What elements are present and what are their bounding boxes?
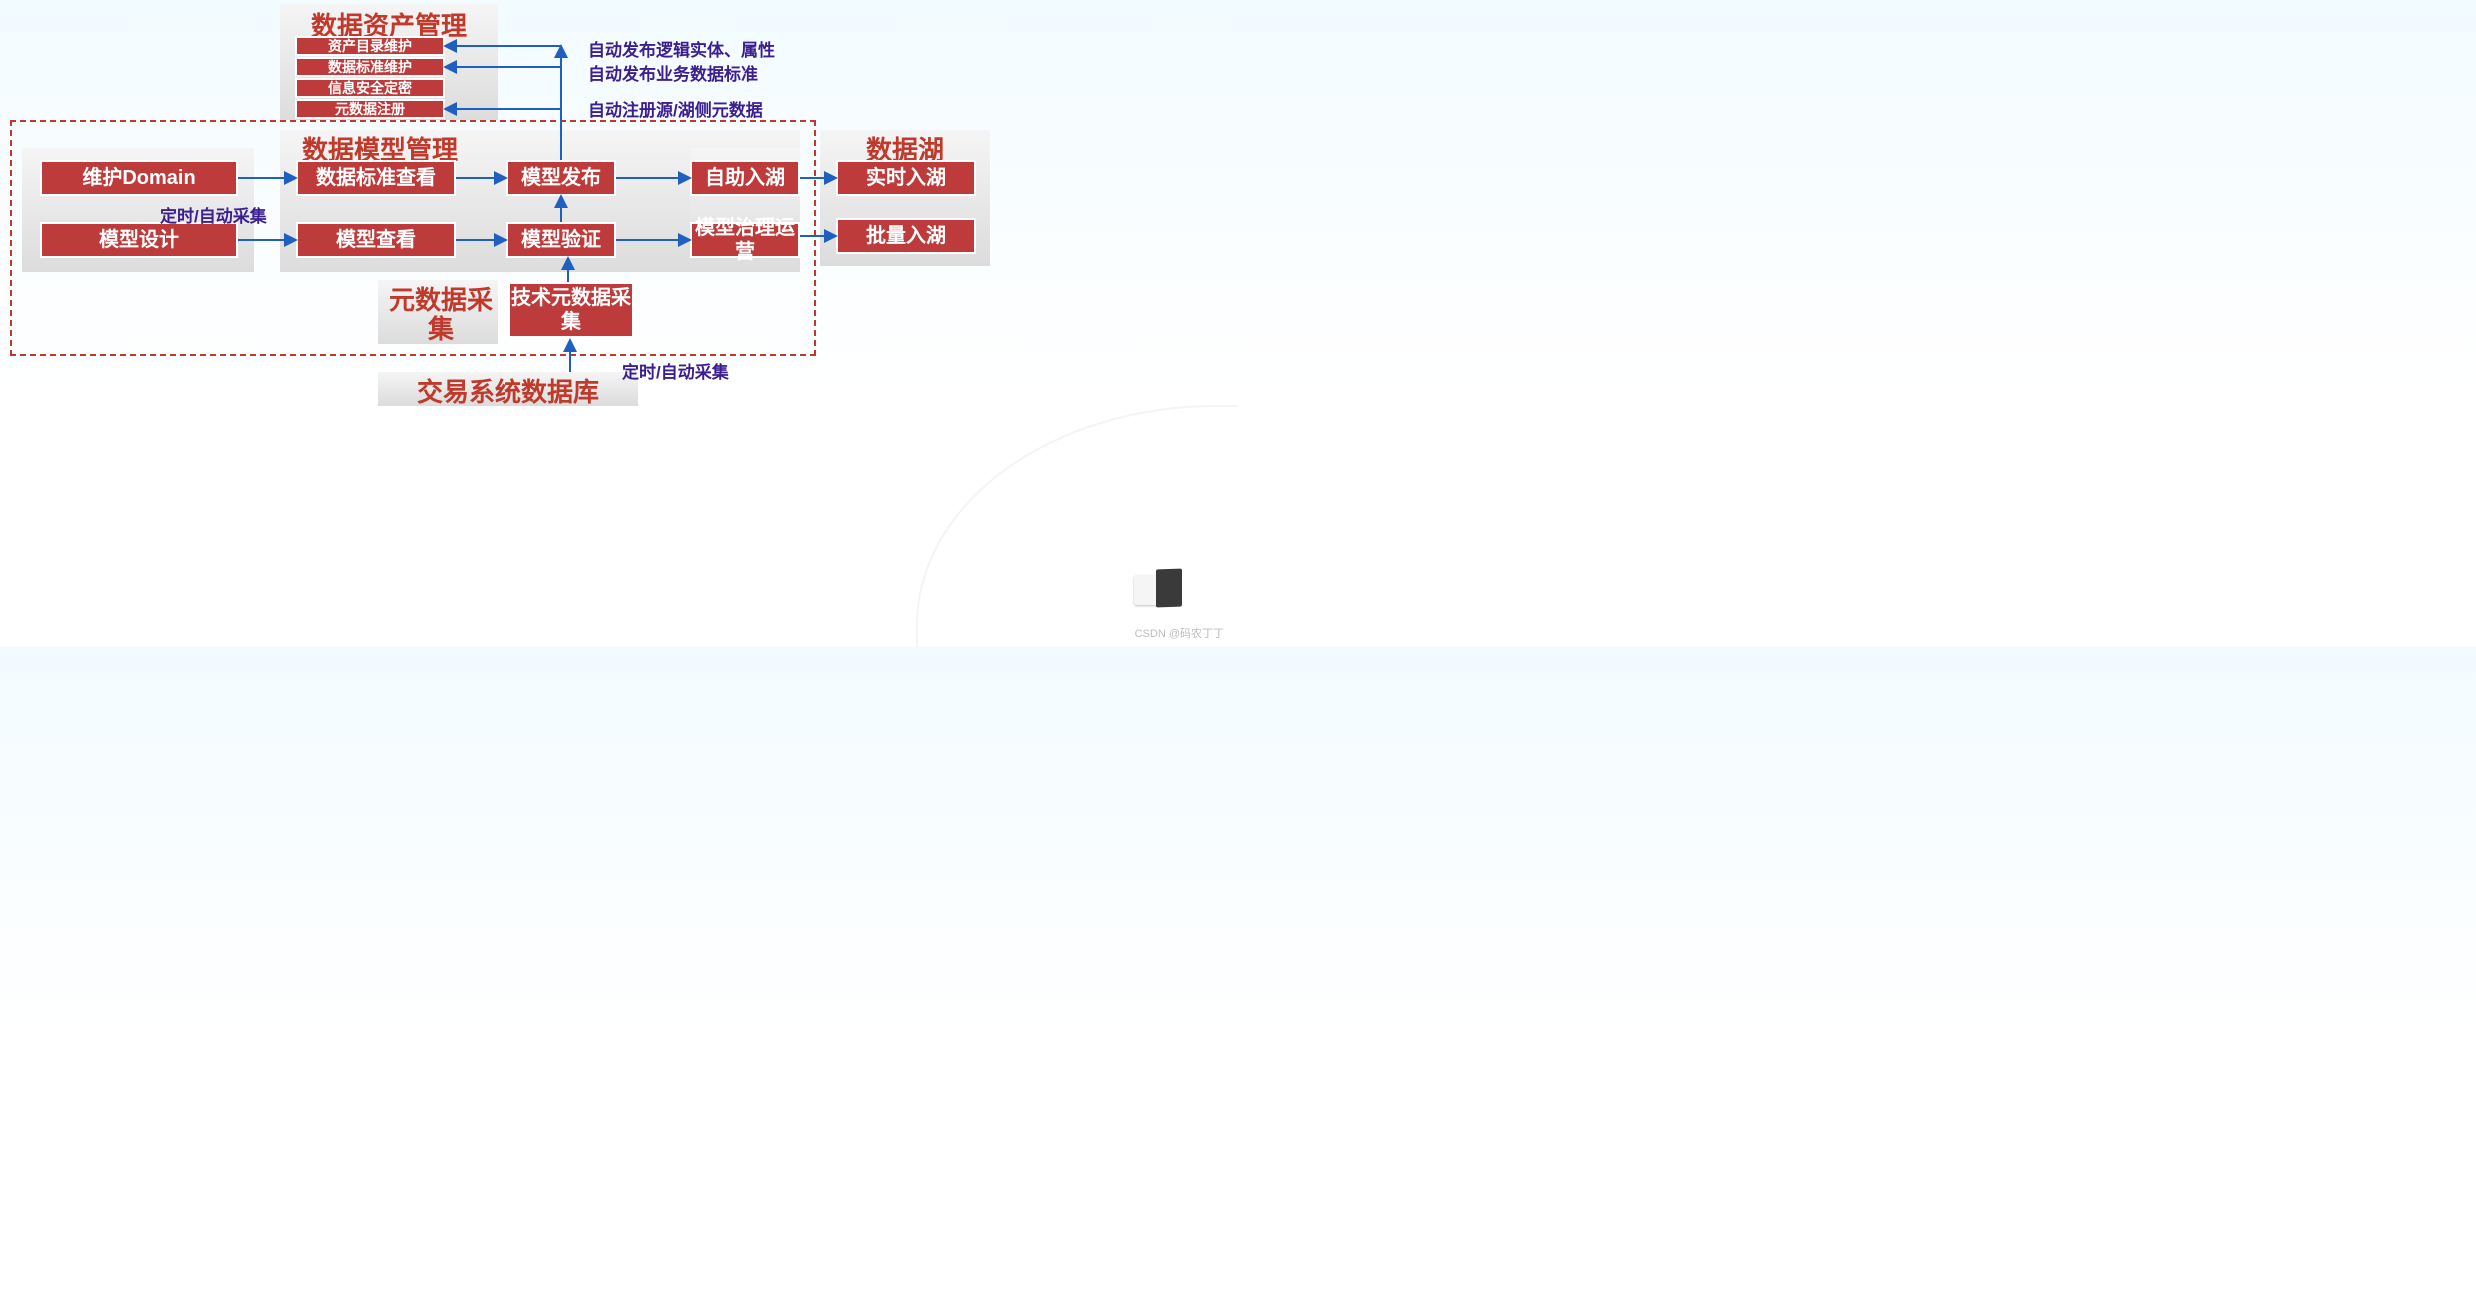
label-auto1: 自动发布逻辑实体、属性 [588,36,775,61]
node-meta-reg: 元数据注册 [295,99,445,119]
folder-icon [1134,569,1178,605]
node-tech-meta: 技术元数据采集 [508,282,634,338]
watermark: CSDN @码农丁丁 [1135,625,1224,641]
node-model-publish: 模型发布 [506,160,616,196]
node-asset-catalog: 资产目录维护 [295,36,445,56]
node-self-ingest: 自助入湖 [690,160,800,196]
node-model-view: 模型查看 [296,222,456,258]
label-sched1: 定时/自动采集 [160,202,267,227]
label-auto3: 自动注册源/湖侧元数据 [588,96,763,121]
node-domain: 维护Domain [40,160,238,196]
node-std-view: 数据标准查看 [296,160,456,196]
node-info-sec: 信息安全定密 [295,78,445,98]
node-model-design: 模型设计 [40,222,238,258]
label-auto2: 自动发布业务数据标准 [588,60,758,85]
node-batch-lake: 批量入湖 [836,218,976,254]
node-data-std-maint: 数据标准维护 [295,57,445,77]
node-model-ops: 模型治理运营 [690,222,800,258]
decorative-curve [916,405,1238,647]
node-model-verify: 模型验证 [506,222,616,258]
node-realtime-lake: 实时入湖 [836,160,976,196]
diagram-stage: 数据资产管理 数据模型管理 元数据采集 交易系统数据库 数据湖 资产目录维护 数… [0,0,1238,647]
label-sched2: 定时/自动采集 [622,358,729,383]
title-meta-collect: 元数据采集 [384,286,498,343]
title-tx-db: 交易系统数据库 [378,372,638,409]
